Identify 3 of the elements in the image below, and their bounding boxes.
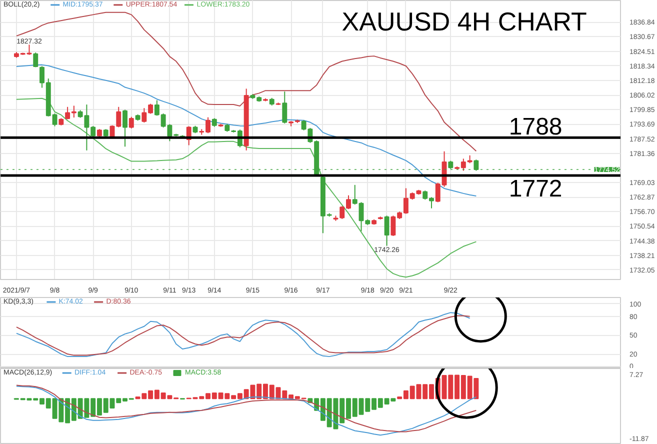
chart-title: XAUUSD 4H CHART [342,6,588,36]
ref-line-label: 1772 [508,175,562,202]
ref-line-label: 1788 [508,114,562,141]
